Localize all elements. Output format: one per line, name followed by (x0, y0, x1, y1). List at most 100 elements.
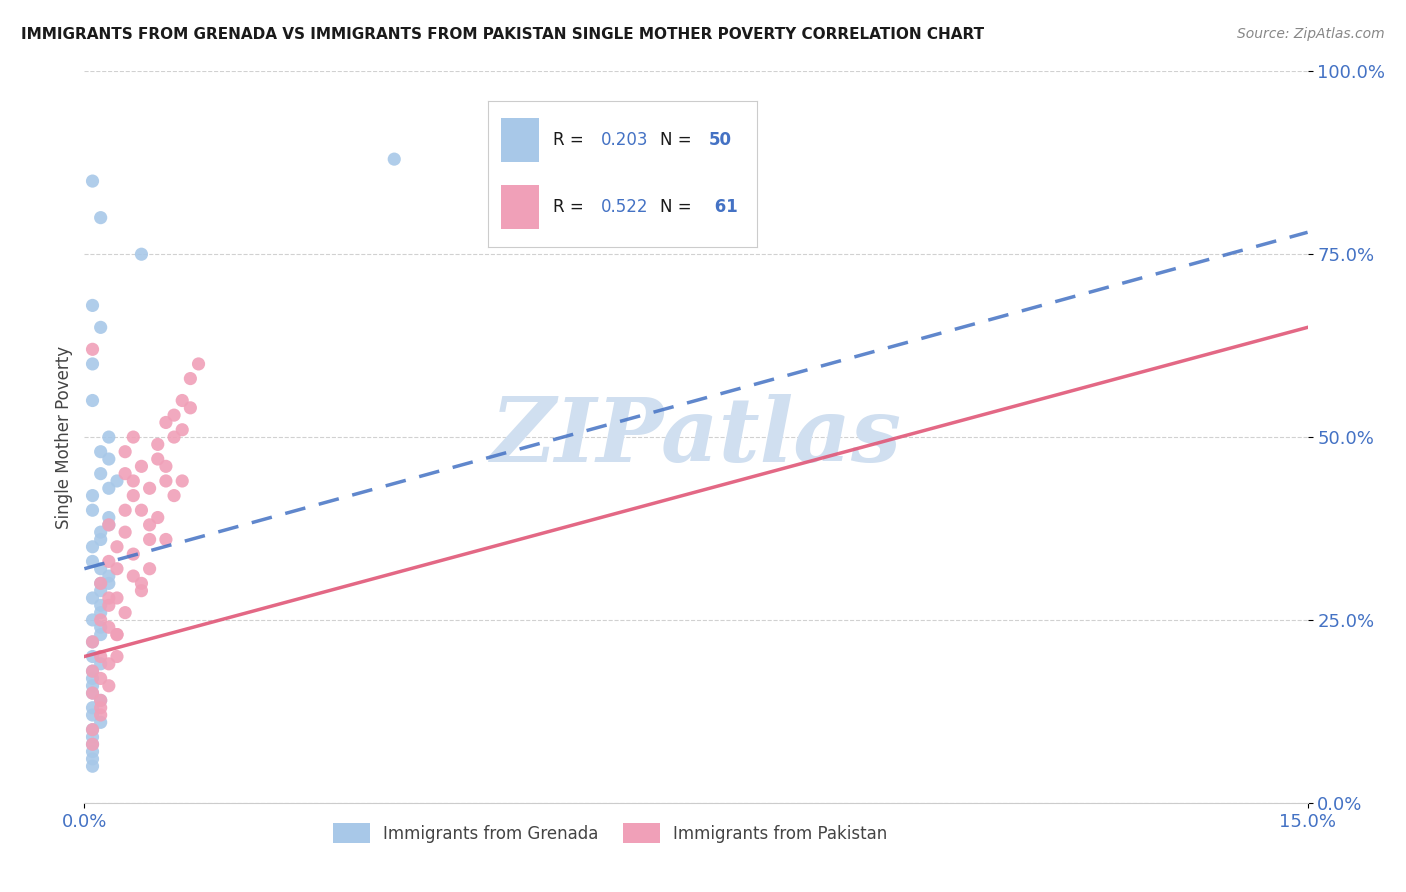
Point (82, 649, 104, 664)
Point (82, 554, 104, 568)
Point (82, 635, 104, 649)
Point (90, 620, 112, 634)
Point (82, 723, 104, 737)
Point (138, 562, 160, 576)
Point (82, 700, 104, 714)
Point (138, 481, 160, 495)
Point (90, 649, 112, 664)
Point (90, 320, 112, 334)
Point (179, 371, 201, 385)
Point (90, 211, 112, 225)
Point (82, 503, 104, 517)
Point (90, 627, 112, 641)
Point (122, 430, 145, 444)
Point (114, 606, 136, 620)
Point (105, 627, 128, 641)
Point (90, 613, 112, 627)
Text: Source: ZipAtlas.com: Source: ZipAtlas.com (1237, 27, 1385, 41)
Point (146, 510, 169, 524)
Point (97, 599, 120, 613)
Point (155, 416, 177, 430)
Point (82, 174, 104, 188)
Point (82, 730, 104, 744)
Point (187, 357, 209, 371)
Point (131, 583, 153, 598)
Point (105, 540, 128, 554)
Point (155, 533, 177, 547)
Point (122, 569, 145, 583)
Point (105, 562, 128, 576)
Point (97, 481, 120, 495)
Point (82, 708, 104, 723)
Point (105, 591, 128, 605)
Point (82, 393, 104, 408)
Point (97, 510, 120, 524)
Point (82, 489, 104, 503)
Point (82, 737, 104, 751)
Point (82, 737, 104, 751)
Point (131, 459, 153, 474)
Point (97, 569, 120, 583)
Text: ZIPatlas: ZIPatlas (491, 394, 901, 480)
Point (82, 664, 104, 678)
Point (82, 298, 104, 312)
Point (82, 591, 104, 605)
Point (163, 489, 186, 503)
Point (82, 679, 104, 693)
Y-axis label: Single Mother Poverty: Single Mother Poverty (55, 345, 73, 529)
Point (90, 525, 112, 540)
Point (122, 547, 145, 561)
Point (114, 503, 136, 517)
Point (131, 503, 153, 517)
Point (90, 708, 112, 723)
Point (122, 489, 145, 503)
Point (131, 247, 153, 261)
Text: IMMIGRANTS FROM GRENADA VS IMMIGRANTS FROM PAKISTAN SINGLE MOTHER POVERTY CORREL: IMMIGRANTS FROM GRENADA VS IMMIGRANTS FR… (21, 27, 984, 42)
Point (155, 474, 177, 488)
Point (97, 576, 120, 591)
Point (97, 657, 120, 671)
Legend: Immigrants from Grenada, Immigrants from Pakistan: Immigrants from Grenada, Immigrants from… (326, 817, 894, 849)
Point (172, 393, 194, 408)
Point (82, 759, 104, 773)
Point (114, 467, 136, 481)
Point (82, 343, 104, 357)
Point (82, 613, 104, 627)
Point (97, 517, 120, 532)
Point (82, 664, 104, 678)
Point (90, 700, 112, 714)
Point (97, 452, 120, 467)
Point (90, 467, 112, 481)
Point (155, 459, 177, 474)
Point (82, 540, 104, 554)
Point (97, 517, 120, 532)
Point (382, 152, 405, 166)
Point (138, 533, 160, 547)
Point (82, 723, 104, 737)
Point (97, 591, 120, 605)
Point (82, 686, 104, 700)
Point (131, 576, 153, 591)
Point (163, 408, 186, 422)
Point (82, 686, 104, 700)
Point (90, 672, 112, 686)
Point (90, 533, 112, 547)
Point (179, 401, 201, 415)
Point (172, 423, 194, 437)
Point (146, 452, 169, 467)
Point (172, 474, 194, 488)
Point (82, 635, 104, 649)
Point (90, 576, 112, 591)
Point (82, 745, 104, 759)
Point (146, 437, 169, 451)
Point (97, 679, 120, 693)
Point (138, 517, 160, 532)
Point (163, 430, 186, 444)
Point (82, 752, 104, 766)
Point (97, 620, 120, 634)
Point (105, 627, 128, 641)
Point (90, 444, 112, 458)
Point (513, 225, 536, 239)
Point (105, 474, 128, 488)
Point (90, 599, 112, 613)
